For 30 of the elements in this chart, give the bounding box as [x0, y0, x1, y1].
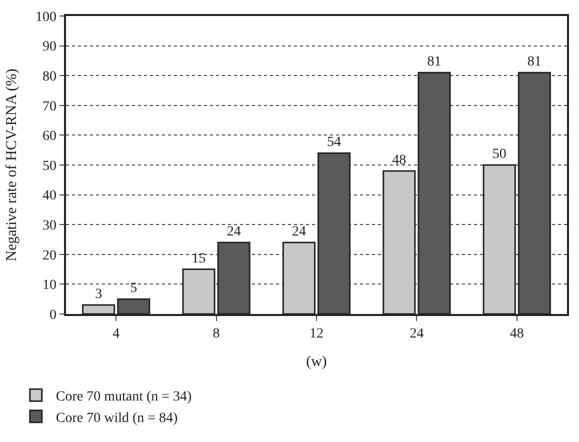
y-tick-label: 70: [42, 99, 56, 114]
y-tick-label: 80: [42, 70, 56, 84]
data-label: 15: [192, 251, 206, 266]
y-tick-label: 20: [42, 248, 56, 264]
y-tick-label: 30: [42, 218, 56, 234]
x-tick-label: 24: [410, 326, 424, 342]
y-tick-label: 10: [42, 278, 56, 294]
y-tick-label: 60: [42, 129, 56, 144]
x-axis-title: (w): [306, 354, 327, 370]
x-tick-label: 4: [112, 326, 120, 342]
y-tick-label: 0: [49, 308, 56, 323]
data-label: 81: [527, 54, 542, 70]
legend-label: Core 70 mutant (n = 34): [56, 390, 192, 405]
x-tick-label: 48: [510, 326, 524, 342]
y-tick-label: 100: [35, 10, 56, 25]
data-label: 24: [292, 224, 306, 240]
data-label: 48: [392, 152, 406, 168]
data-label: 54: [327, 135, 342, 150]
data-label: 81: [427, 54, 442, 70]
y-tick-label: 90: [42, 40, 56, 55]
data-label: 24: [226, 224, 241, 240]
data-label: 5: [130, 281, 138, 296]
data-label: 3: [95, 287, 102, 302]
y-axis-title: Negative rate of HCV-RNA (%): [4, 68, 20, 262]
data-label: 50: [492, 147, 506, 162]
legend-label: Core 70 wild (n = 84): [56, 410, 178, 426]
y-tick-label: 40: [42, 188, 56, 204]
x-tick-label: 12: [310, 326, 324, 342]
y-tick-label: 50: [42, 158, 56, 174]
x-tick-label: 8: [212, 326, 220, 342]
